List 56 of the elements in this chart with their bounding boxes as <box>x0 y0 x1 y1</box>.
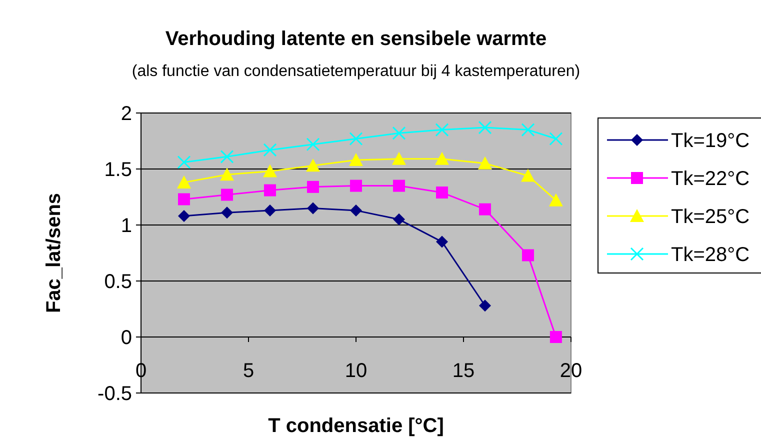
point <box>435 152 449 165</box>
point <box>177 175 191 188</box>
y-axis-title: Fac_lat/sens <box>43 192 65 314</box>
point <box>263 143 277 157</box>
point <box>436 186 448 199</box>
x-tick-label: 5 <box>242 360 254 382</box>
point <box>264 204 276 216</box>
point <box>479 300 491 312</box>
point <box>349 132 363 146</box>
point <box>549 132 563 146</box>
chart-subtitle: (als functie van condensatietemperatuur bij 4 kastemperaturen) <box>132 63 580 80</box>
point <box>436 236 448 248</box>
point <box>177 156 191 170</box>
point <box>521 168 535 182</box>
legend-label: Tk=25°C <box>671 206 750 228</box>
point <box>550 331 562 343</box>
point <box>221 206 233 219</box>
point <box>392 126 406 140</box>
x-axis-title: T condensatie [°C] <box>268 415 444 437</box>
point <box>521 123 535 137</box>
point <box>221 188 233 201</box>
legend-label: Tk=28°C <box>671 244 750 266</box>
point <box>522 249 534 262</box>
point <box>479 203 491 216</box>
y-tick-label: 0 <box>120 327 132 349</box>
point <box>220 150 234 164</box>
point <box>264 184 276 196</box>
y-tick-label: -0.5 <box>98 383 132 405</box>
point <box>393 180 405 192</box>
point <box>548 193 563 206</box>
x-tick-label: 20 <box>560 360 582 382</box>
chart-title: Verhouding latente en sensibele warmte <box>165 28 547 50</box>
x-tick-label: 10 <box>344 360 368 382</box>
point <box>478 156 492 170</box>
point <box>307 202 319 214</box>
point <box>178 193 190 206</box>
x-tick-label: 15 <box>452 360 475 382</box>
point <box>392 152 406 165</box>
point <box>350 204 362 216</box>
point <box>306 158 320 172</box>
legend-label: Tk=19°C <box>671 130 750 152</box>
y-tick-label: 0.5 <box>104 271 132 293</box>
point <box>178 210 190 222</box>
point <box>263 164 277 178</box>
point <box>478 120 492 134</box>
point <box>393 213 405 226</box>
point <box>349 153 363 166</box>
y-tick-label: 1 <box>120 215 132 237</box>
y-tick-label: 2 <box>120 103 132 125</box>
point <box>350 180 362 192</box>
point <box>307 180 319 193</box>
point <box>435 123 449 137</box>
y-tick-label: 1.5 <box>104 159 132 181</box>
point <box>220 168 234 181</box>
point <box>306 138 320 152</box>
legend-label: Tk=22°C <box>671 168 750 190</box>
